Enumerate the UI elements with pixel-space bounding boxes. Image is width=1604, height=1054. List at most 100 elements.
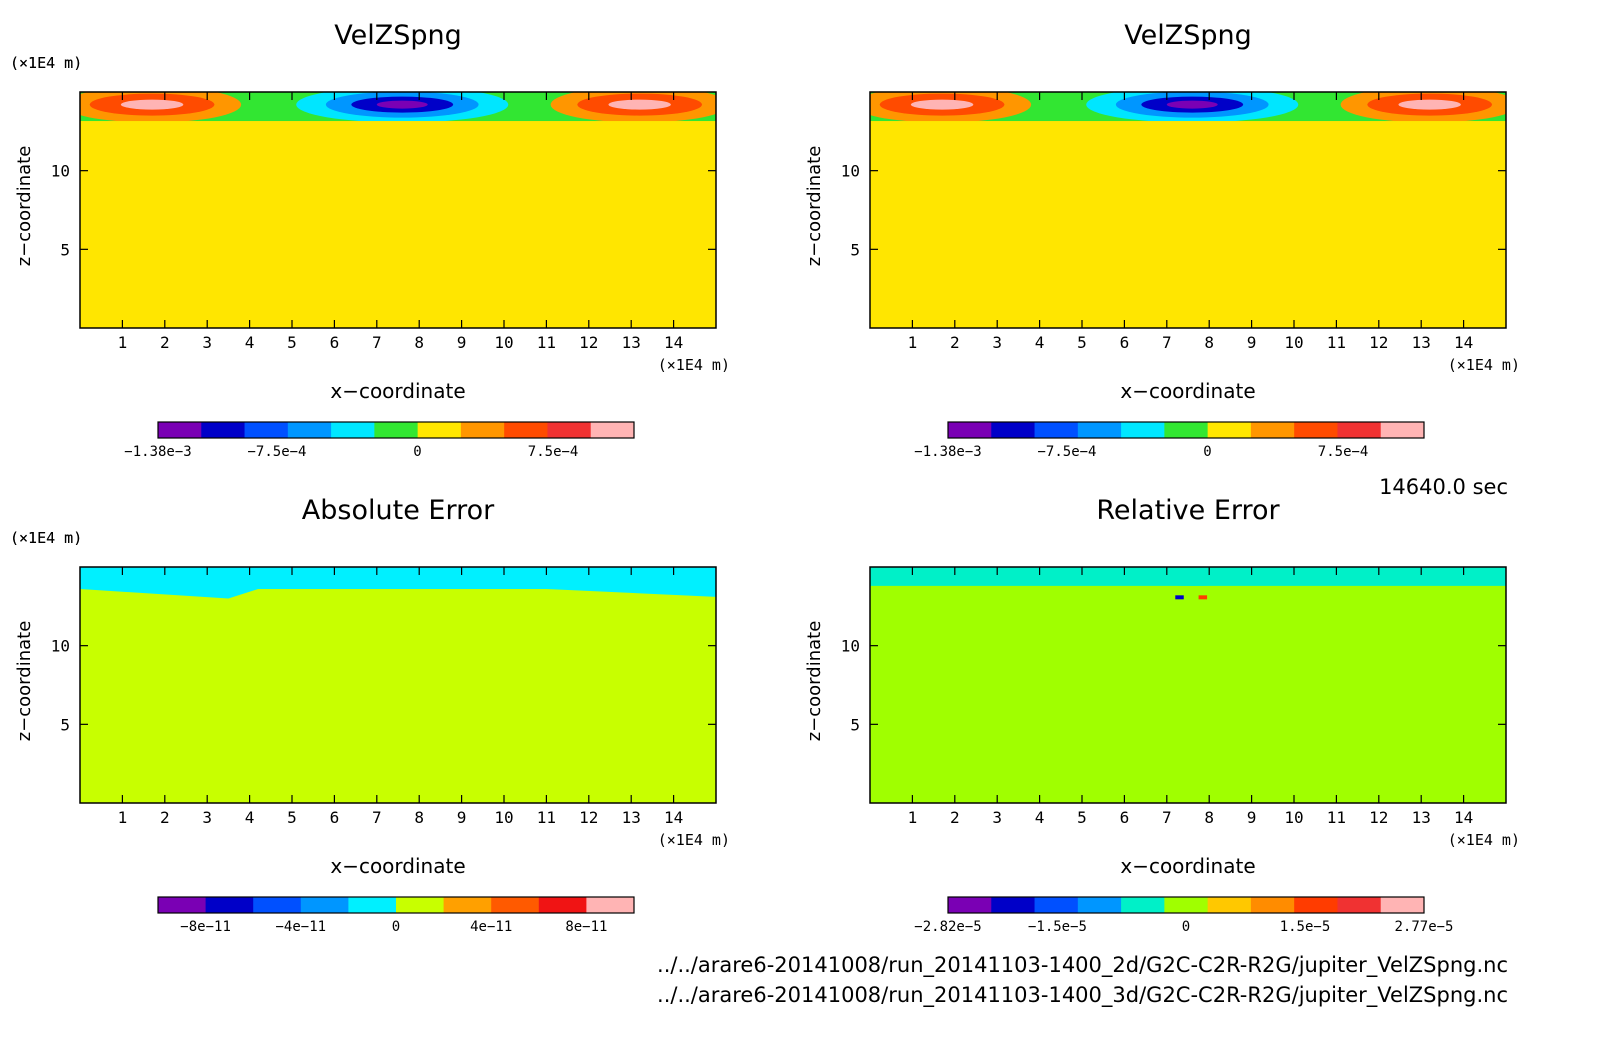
panel-1: VelZSpng(×1E4 m)1 2 3 4 5 6 7 8 9 10 11 12 13 14510z−… xyxy=(10,20,730,460)
colorbar-swatch xyxy=(547,422,592,438)
x-tick-label: 9 xyxy=(457,808,467,827)
x-tick-label: 14 xyxy=(664,808,683,827)
field-structure xyxy=(870,92,1506,127)
x-tick-label: 2 xyxy=(950,333,960,352)
y-axis-label: z−coordinate xyxy=(804,146,825,267)
x-tick-label: 9 xyxy=(1247,808,1257,827)
y-tick-label: 10 xyxy=(51,162,70,181)
y-tick-label: 10 xyxy=(51,637,70,656)
colorbar-swatch xyxy=(1207,422,1252,438)
x-tick-label: 7 xyxy=(372,808,382,827)
colorbar-swatch xyxy=(1380,422,1425,438)
plot-frame xyxy=(79,566,717,804)
y-axis-label: z−coordinate xyxy=(14,146,35,267)
colorbar-swatch xyxy=(538,897,587,913)
negative-peak xyxy=(376,100,428,109)
colorbar-swatch xyxy=(417,422,462,438)
colorbar-frame xyxy=(157,896,635,914)
colorbar-label: 0 xyxy=(392,919,400,935)
x-tick-label: 2 xyxy=(950,808,960,827)
x-tick-label: 4 xyxy=(1035,333,1045,352)
plot-area xyxy=(870,567,1506,803)
plot-area xyxy=(80,92,716,328)
colorbar-label: 8e−11 xyxy=(565,919,607,935)
x-tick-label: 1 xyxy=(118,333,128,352)
x-tick-label: 4 xyxy=(245,333,255,352)
colorbar-swatch xyxy=(1380,897,1425,913)
y-tick-label: 10 xyxy=(841,162,860,181)
colorbar: −1.38e−3 −7.5e−4 0 7.5e−4 xyxy=(914,421,1425,460)
panel-title: Absolute Error xyxy=(302,495,495,526)
colorbar-swatch xyxy=(1337,422,1382,438)
error-wedge xyxy=(1082,567,1307,586)
colorbar-swatch xyxy=(504,422,548,438)
x-tick-label: 14 xyxy=(1454,333,1473,352)
x-tick-label: 7 xyxy=(372,333,382,352)
y-unit-label: (×1E4 m) xyxy=(10,54,82,72)
colorbar-swatch xyxy=(1164,897,1209,913)
error-wedge xyxy=(80,589,259,599)
colorbar-swatch xyxy=(244,422,289,438)
x-tick-label: 6 xyxy=(1120,333,1130,352)
x-unit-label: (×1E4 m) xyxy=(658,831,730,849)
x-tick-label: 5 xyxy=(1077,808,1087,827)
colorbar-label: 0 xyxy=(1182,919,1190,935)
panel-3: Absolute Error(×1E4 m)1 2 3 4 5 6 7 8 9 10 11 12 13 1… xyxy=(10,495,730,935)
colorbar-label: −7.5e−4 xyxy=(247,444,306,460)
x-tick-label: 11 xyxy=(537,808,556,827)
colorbar-label: 4e−11 xyxy=(470,919,512,935)
plot-frame xyxy=(869,566,1507,804)
colorbar-swatch xyxy=(1077,422,1122,438)
x-tick-label: 10 xyxy=(1284,333,1303,352)
colorbar-swatch xyxy=(1207,897,1252,913)
plot-frame xyxy=(79,91,717,329)
y-tick-label: 5 xyxy=(60,715,70,734)
colorbar-swatch xyxy=(1337,897,1382,913)
y-tick-label: 5 xyxy=(850,240,860,259)
colorbar-swatch xyxy=(586,897,635,913)
x-tick-label: 6 xyxy=(330,808,340,827)
x-tick-label: 13 xyxy=(1412,808,1431,827)
colorbar-label: −1.38e−3 xyxy=(914,444,981,460)
colorbar-swatch xyxy=(1121,422,1165,438)
colorbar-swatch xyxy=(1121,897,1165,913)
colorbar-swatch xyxy=(205,897,254,913)
colorbar-swatch xyxy=(991,897,1036,913)
colorbar-swatch xyxy=(396,897,445,913)
colorbar-swatch xyxy=(1164,422,1209,438)
colorbar-swatch xyxy=(491,897,540,913)
y-tick-label: 5 xyxy=(850,715,860,734)
x-tick-label: 9 xyxy=(457,333,467,352)
panel-title: Relative Error xyxy=(1096,495,1280,526)
y-unit-label: (×1E4 m) xyxy=(10,529,82,547)
colorbar-swatch xyxy=(1294,897,1338,913)
file-path-3d: ../../arare6-20141008/run_20141103-1400_… xyxy=(657,983,1508,1008)
positive-spot xyxy=(1198,595,1208,600)
panel-title: VelZSpng xyxy=(1124,20,1252,51)
colorbar: −8e−11 −4e−11 0 4e−11 8e−11 xyxy=(157,896,635,935)
colorbar-swatch xyxy=(443,897,492,913)
colorbar-swatch xyxy=(201,422,246,438)
positive-peak xyxy=(608,99,671,110)
colorbar-label: 0 xyxy=(413,444,421,460)
panel-2: VelZSpng(×1E4 m)1 2 3 4 5 6 7 8 9 10 11 12 13 14510z−… xyxy=(10,20,1520,460)
x-tick-label: 5 xyxy=(1077,333,1087,352)
x-unit-label: (×1E4 m) xyxy=(1448,356,1520,374)
colorbar-label: 7.5e−4 xyxy=(1318,444,1369,460)
colorbar-swatch xyxy=(991,422,1036,438)
x-tick-label: 3 xyxy=(202,808,212,827)
x-axis-label: x−coordinate xyxy=(330,379,465,403)
panel-title: VelZSpng xyxy=(334,20,462,51)
colorbar-swatch xyxy=(253,897,302,913)
panel-4: Relative Error(×1E4 m)1 2 3 4 5 6 7 8 9 10 11 12 13 1… xyxy=(10,495,1520,935)
x-tick-label: 5 xyxy=(287,808,297,827)
plot-area xyxy=(870,92,1506,328)
x-tick-label: 14 xyxy=(1454,808,1473,827)
x-tick-label: 12 xyxy=(1369,808,1388,827)
positive-peak xyxy=(910,99,974,110)
colorbar-swatch xyxy=(948,897,992,913)
colorbar-swatch xyxy=(1034,422,1079,438)
colorbar-label: −1.38e−3 xyxy=(124,444,191,460)
y-axis-label: z−coordinate xyxy=(14,621,35,742)
